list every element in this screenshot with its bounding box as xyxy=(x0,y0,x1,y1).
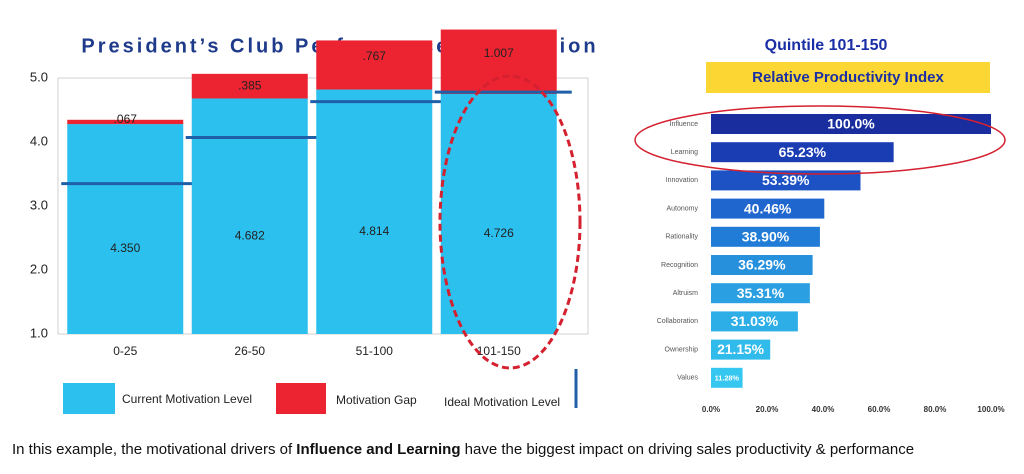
value-label: 65.23% xyxy=(779,144,827,160)
category-label: Learning xyxy=(671,149,698,156)
category-label: Autonomy xyxy=(666,205,698,212)
bar xyxy=(711,226,820,247)
x-tick-label: 0-25 xyxy=(113,344,137,358)
bar-segment xyxy=(67,124,184,334)
y-tick-label: 1.0 xyxy=(30,325,48,340)
value-label: 36.29% xyxy=(738,257,786,273)
right-title: Quintile 101-150 xyxy=(765,37,888,54)
y-tick-label: 2.0 xyxy=(30,261,48,276)
right-subtitle: Relative Productivity Index xyxy=(752,69,944,86)
caption-bold: Influence and Learning xyxy=(296,441,460,458)
caption: In this example, the motivational driver… xyxy=(12,441,914,458)
bar xyxy=(711,339,771,360)
bar-segment xyxy=(440,29,557,94)
x-tick-label: 20.0% xyxy=(756,405,779,414)
value-label: 35.31% xyxy=(737,285,785,301)
x-tick-label: 40.0% xyxy=(812,405,835,414)
x-tick-label: 51-100 xyxy=(356,344,394,358)
bar xyxy=(711,114,991,134)
segment-label: 4.350 xyxy=(110,241,140,255)
bar xyxy=(711,311,798,332)
bar xyxy=(711,367,743,388)
bar-segment xyxy=(191,73,308,99)
left-chart: 1.0 2.0 3.0 4.0 5.0 0-25 4.350 .067 26-50 4.682 .3… xyxy=(30,29,578,414)
legend-swatch xyxy=(276,383,326,414)
value-label: .385 xyxy=(238,78,262,92)
segment-label: 4.682 xyxy=(235,228,265,242)
bar-segment xyxy=(440,94,557,334)
category-label: Collaboration xyxy=(657,318,698,325)
caption-part: In this example, the motivational driver… xyxy=(12,441,296,458)
category-label: Values xyxy=(677,375,698,382)
value-label: 31.03% xyxy=(731,313,779,329)
category-label: Recognition xyxy=(661,262,698,269)
x-tick-label: 100.0% xyxy=(977,405,1004,414)
value-label: 53.39% xyxy=(762,172,810,188)
bar-segment xyxy=(67,119,184,125)
value-label: 1.007 xyxy=(484,46,514,60)
bar-segment xyxy=(191,98,308,334)
category-label: Altruism xyxy=(673,290,698,297)
value-label: 11.28% xyxy=(715,374,740,383)
category-label: Ownership xyxy=(665,346,699,353)
category-label: Rationality xyxy=(665,234,698,241)
value-label: 100.0% xyxy=(827,116,875,132)
category-label: Influence xyxy=(670,121,699,128)
x-tick-label: 26-50 xyxy=(234,344,265,358)
legend-label: Motivation Gap xyxy=(336,393,417,407)
value-label: 38.90% xyxy=(742,229,790,245)
value-label: .767 xyxy=(363,49,387,63)
caption-part: have the biggest impact on driving sales… xyxy=(460,441,914,458)
bar-segment xyxy=(316,40,433,90)
category-label: Innovation xyxy=(666,177,698,184)
bar xyxy=(711,170,861,191)
legend-label: Ideal Motivation Level xyxy=(444,395,560,409)
x-tick-label: 80.0% xyxy=(924,405,947,414)
bar-segment xyxy=(316,89,433,335)
bar xyxy=(711,198,825,219)
x-tick-label: 60.0% xyxy=(868,405,891,414)
bar xyxy=(711,255,813,275)
bar xyxy=(711,283,810,304)
legend-swatch xyxy=(63,383,115,414)
highlight-ellipse xyxy=(438,74,582,370)
legend-label: Current Motivation Level xyxy=(122,392,252,406)
y-tick-label: 3.0 xyxy=(30,197,48,212)
y-tick-label: 4.0 xyxy=(30,133,48,148)
x-tick-label: 0.0% xyxy=(702,405,720,414)
value-label: 40.46% xyxy=(744,200,792,216)
value-label: 21.15% xyxy=(717,342,764,357)
segment-label: 4.726 xyxy=(484,226,514,240)
subtitle-box xyxy=(706,62,990,93)
y-tick-label: 5.0 xyxy=(30,69,48,84)
right-chart: 0.0% 20.0% 40.0% 60.0% 80.0% 100.0% Influence 1… xyxy=(657,114,1005,414)
bar xyxy=(711,142,894,163)
value-label: .067 xyxy=(114,112,138,126)
highlight-ellipse xyxy=(634,105,1006,175)
x-tick-label: 101-150 xyxy=(477,344,521,358)
segment-label: 4.814 xyxy=(359,224,389,238)
